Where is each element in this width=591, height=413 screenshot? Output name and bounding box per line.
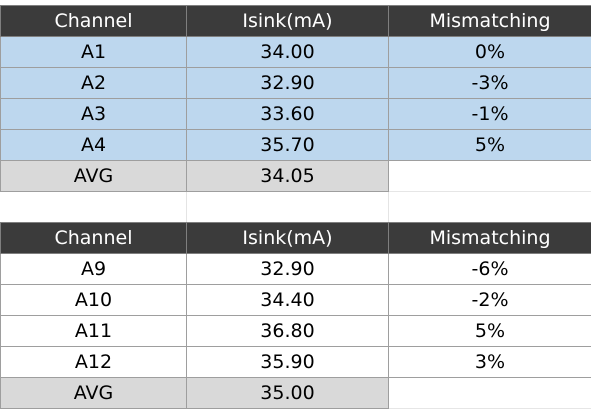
empty-gridline — [186, 191, 187, 222]
channel-cell[interactable]: A3 — [0, 98, 187, 130]
header-mismatching[interactable]: Mismatching — [388, 222, 591, 254]
table-row: A1 34.00 0% — [0, 36, 591, 68]
channel-cell[interactable]: A12 — [0, 346, 187, 378]
channel-cell[interactable]: A1 — [0, 36, 187, 68]
isink-cell[interactable]: 35.90 — [186, 346, 389, 378]
empty-gridline — [0, 191, 591, 192]
mismatch-cell[interactable]: 3% — [388, 346, 591, 378]
table-row: A10 34.40 -2% — [0, 284, 591, 316]
header-channel[interactable]: Channel — [0, 222, 187, 254]
table-row: A11 36.80 5% — [0, 315, 591, 347]
empty-gridline — [388, 191, 389, 222]
avg-label-cell[interactable]: AVG — [0, 160, 187, 192]
isink-cell[interactable]: 35.70 — [186, 129, 389, 161]
channel-cell[interactable]: A4 — [0, 129, 187, 161]
avg-value-cell[interactable]: 34.05 — [186, 160, 389, 192]
table-row: A3 33.60 -1% — [0, 98, 591, 130]
table-row: A2 32.90 -3% — [0, 67, 591, 99]
header-isink[interactable]: Isink(mA) — [186, 222, 389, 254]
table-header-row: Channel Isink(mA) Mismatching — [0, 222, 591, 254]
avg-row: AVG 34.05 — [0, 160, 591, 192]
table-row: A4 35.70 5% — [0, 129, 591, 161]
channel-cell[interactable]: A2 — [0, 67, 187, 99]
mismatch-cell[interactable]: -3% — [388, 67, 591, 99]
table-row: A9 32.90 -6% — [0, 253, 591, 285]
isink-cell[interactable]: 36.80 — [186, 315, 389, 347]
isink-cell[interactable]: 34.00 — [186, 36, 389, 68]
avg-label-cell[interactable]: AVG — [0, 377, 187, 409]
channel-cell[interactable]: A11 — [0, 315, 187, 347]
empty-cell[interactable] — [388, 377, 591, 409]
mismatch-cell[interactable]: -2% — [388, 284, 591, 316]
avg-row: AVG 35.00 — [0, 377, 591, 409]
header-isink[interactable]: Isink(mA) — [186, 5, 389, 37]
channel-cell[interactable]: A9 — [0, 253, 187, 285]
mismatch-cell[interactable]: 5% — [388, 315, 591, 347]
table-header-row: Channel Isink(mA) Mismatching — [0, 5, 591, 37]
empty-cell[interactable] — [388, 160, 591, 192]
header-mismatching[interactable]: Mismatching — [388, 5, 591, 37]
mismatch-cell[interactable]: 0% — [388, 36, 591, 68]
isink-cell[interactable]: 32.90 — [186, 253, 389, 285]
header-channel[interactable]: Channel — [0, 5, 187, 37]
mismatch-cell[interactable]: -6% — [388, 253, 591, 285]
mismatch-cell[interactable]: 5% — [388, 129, 591, 161]
channel-table-2: Channel Isink(mA) Mismatching A9 32.90 -… — [0, 222, 591, 409]
mismatch-cell[interactable]: -1% — [388, 98, 591, 130]
isink-cell[interactable]: 32.90 — [186, 67, 389, 99]
isink-cell[interactable]: 34.40 — [186, 284, 389, 316]
isink-cell[interactable]: 33.60 — [186, 98, 389, 130]
channel-table-1: Channel Isink(mA) Mismatching A1 34.00 0… — [0, 5, 591, 192]
table-row: A12 35.90 3% — [0, 346, 591, 378]
avg-value-cell[interactable]: 35.00 — [186, 377, 389, 409]
channel-cell[interactable]: A10 — [0, 284, 187, 316]
